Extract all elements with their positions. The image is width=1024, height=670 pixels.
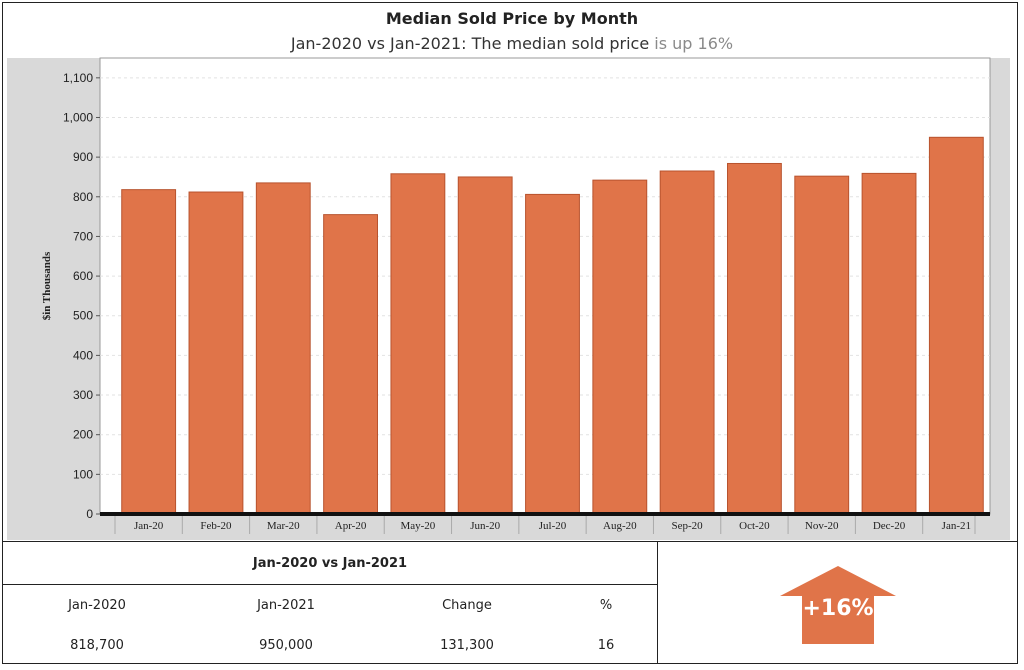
bar-chart: 0 100 200 300 400 500 600 700 800 900 1,000 1,100 J…	[41, 57, 991, 534]
bar-jan-20	[121, 189, 177, 515]
table-header-percent: %	[599, 598, 613, 613]
bars	[121, 136, 984, 515]
bar-mar-20	[255, 182, 311, 515]
table-value-jan-2020: 818,700	[70, 638, 124, 653]
x-tick-label: Dec-20	[873, 520, 906, 532]
table-header-change: Change	[442, 598, 492, 613]
bar-sep-20	[659, 170, 715, 515]
table-title-separator	[3, 584, 657, 585]
bar-may-20	[390, 173, 446, 515]
table-header-jan-2020: Jan-2020	[68, 598, 126, 613]
x-tick-label: Sep-20	[672, 520, 704, 532]
chart-title: Median Sold Price by Month	[385, 9, 639, 28]
section-divider	[3, 541, 1018, 542]
y-tick-label: 800	[73, 190, 93, 204]
bar-oct-20	[727, 162, 782, 515]
x-axis-ticks: Jan-20 Feb-20 Mar-20 Apr-20 May-20 Jun-20 Jul-…	[114, 516, 976, 534]
chart-subtitle: Jan-2020 vs Jan-2021: The median sold pr…	[0, 34, 1024, 53]
y-tick-label: 100	[73, 467, 93, 481]
table-badge-divider	[657, 541, 658, 664]
bar-jun-20	[457, 176, 513, 515]
x-tick-label: Jan-21	[942, 520, 971, 532]
y-tick-label: 200	[73, 428, 93, 442]
bar-aug-20	[592, 179, 648, 515]
x-tick-label: Apr-20	[335, 520, 367, 532]
subtitle-main: Jan-2020 vs Jan-2021: The median sold pr…	[290, 34, 650, 53]
table-value-change: 131,300	[440, 638, 494, 653]
subtitle-suffix: is up 16%	[654, 34, 734, 53]
y-tick-label: 900	[73, 150, 93, 164]
bar-jul-20	[525, 193, 580, 515]
bar-dec-20	[861, 172, 917, 515]
y-tick-label: 0	[86, 507, 93, 521]
y-tick-label: 600	[73, 269, 93, 283]
bar-jan-21	[928, 136, 984, 515]
up-arrow-icon	[780, 566, 896, 644]
y-axis-ticks: 0 100 200 300 400 500 600 700 800 900 1,000 1,100	[63, 71, 100, 521]
x-tick-label: Nov-20	[805, 520, 839, 532]
bar-feb-20	[188, 191, 244, 515]
x-tick-label: Feb-20	[200, 520, 232, 532]
x-tick-label: Jul-20	[539, 520, 567, 532]
x-tick-label: Jan-20	[134, 520, 164, 532]
y-tick-label: 400	[73, 348, 93, 362]
bar-nov-20	[794, 175, 850, 515]
y-tick-label: 300	[73, 388, 93, 402]
y-tick-label: 1,000	[63, 110, 93, 124]
table-value-jan-2021: 950,000	[259, 638, 313, 653]
x-tick-label: May-20	[400, 520, 435, 532]
change-badge-text: +16%	[802, 596, 874, 621]
table-header-jan-2021: Jan-2021	[257, 598, 315, 613]
y-tick-label: 700	[73, 229, 93, 243]
bar-apr-20	[323, 214, 378, 515]
y-tick-label: 500	[73, 309, 93, 323]
x-tick-label: Oct-20	[739, 520, 770, 532]
comparison-table-title: Jan-2020 vs Jan-2021	[252, 556, 408, 571]
table-value-percent: 16	[597, 638, 615, 653]
y-axis-label: $in Thousands	[41, 251, 53, 320]
y-tick-label: 1,100	[63, 71, 93, 85]
x-tick-label: Jun-20	[470, 520, 500, 532]
x-tick-label: Mar-20	[267, 520, 300, 532]
x-tick-label: Aug-20	[603, 520, 637, 532]
